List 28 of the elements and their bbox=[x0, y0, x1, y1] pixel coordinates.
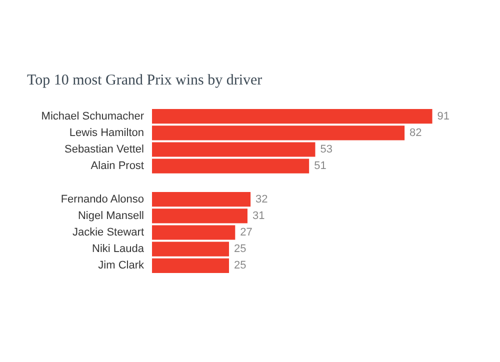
bar bbox=[152, 158, 310, 174]
bar bbox=[152, 242, 229, 256]
bar bbox=[152, 208, 248, 224]
data-label: 53 bbox=[320, 144, 332, 156]
y-tick-label: Jim Clark bbox=[98, 260, 144, 272]
y-tick-label: Jackie Stewart bbox=[72, 226, 144, 238]
bar bbox=[152, 126, 405, 140]
data-label: 25 bbox=[234, 243, 246, 256]
y-tick-label: Lewis Hamilton bbox=[69, 126, 144, 139]
y-tick-label: Michael Schumacher bbox=[41, 110, 144, 122]
bar bbox=[152, 142, 316, 157]
data-label: 91 bbox=[437, 110, 450, 122]
data-label: 31 bbox=[252, 210, 265, 222]
bar bbox=[152, 225, 236, 240]
bar bbox=[152, 192, 251, 207]
y-tick-label: Fernando Alonso bbox=[60, 193, 144, 206]
y-tick-label: Niki Lauda bbox=[92, 243, 145, 256]
data-label: 82 bbox=[410, 126, 422, 139]
y-tick-label: Nigel Mansell bbox=[78, 210, 144, 222]
data-label: 27 bbox=[240, 226, 252, 238]
bar bbox=[152, 258, 229, 274]
bar bbox=[152, 108, 432, 124]
data-label: 25 bbox=[234, 260, 246, 272]
y-tick-label: Sebastian Vettel bbox=[64, 144, 144, 156]
chart-title: Top 10 most Grand Prix wins by driver bbox=[27, 72, 262, 88]
data-label: 51 bbox=[314, 160, 326, 172]
data-label: 32 bbox=[256, 193, 268, 206]
y-tick-label: Alain Prost bbox=[90, 160, 144, 172]
